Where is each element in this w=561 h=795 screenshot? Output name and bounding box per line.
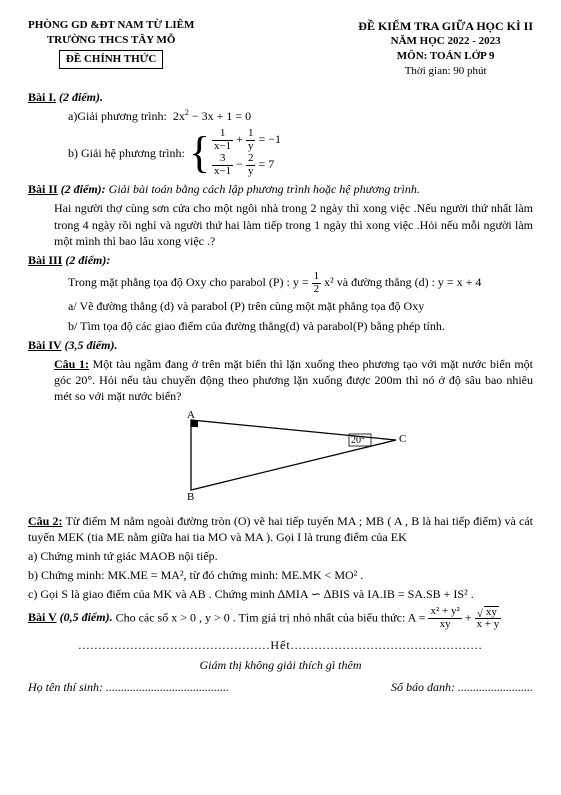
bai1-block: Bài I. (2 điểm). [28,89,533,105]
bai5-text: Cho các số x > 0 , y > 0 . Tìm giá trị n… [116,610,429,624]
rhs: = −1 [258,132,281,146]
sys-row-1: 1x−1 + 1y = −1 [212,128,281,152]
bai5-label: Bài V [28,610,57,624]
exam-title: ĐỀ KIỂM TRA GIỮA HỌC KÌ II [358,18,533,34]
invigilator-note: Giám thị không giải thích gì thêm [28,657,533,673]
triangle-figure: A B C 20° [28,410,533,504]
bai5-block: Bài V (0,5 điểm). Cho các số x > 0 , y >… [28,606,533,631]
f-n: 1 [212,128,233,141]
cau2-label: Câu 2: [28,514,63,528]
f-n: 1 [246,128,256,141]
dept-line: PHÒNG GD &ĐT NAM TỪ LIÊM [28,18,194,33]
subject-line: MÔN: TOÁN LỚP 9 [358,49,533,64]
rhs: = 7 [258,157,274,171]
f-d: x + y [475,619,502,631]
cau1-label: Câu 1: [54,357,89,371]
cau1-text: Một tàu ngầm đang ở trên mặt biển thì lặ… [54,357,533,403]
bai2-title: Bài II (2 điểm): [28,182,109,196]
bai4-pts: (3,5 điểm). [64,338,117,352]
bai2-body: Hai người thợ cùng sơn cửa cho một ngôi … [54,200,533,249]
f-d: x−1 [212,141,233,153]
bai3-l1b: x² và đường thẳng (d) : y = x + 4 [324,275,481,289]
angle-label: 20° [351,435,365,446]
fill-row: Họ tên thí sinh: .......................… [28,679,533,695]
f-d: xy [428,619,461,631]
header: PHÒNG GD &ĐT NAM TỪ LIÊM TRƯỜNG THCS TÂY… [28,18,533,79]
bai4-title: Bài IV (3,5 điểm). [28,338,117,352]
bai1-b-text: b) Giải hệ phương trình: [68,145,185,161]
year-line: NĂM HỌC 2022 - 2023 [358,34,533,49]
bai3-a: a/ Vẽ đường thẳng (d) và parabol (P) trê… [68,298,533,314]
triangle-svg: A B C 20° [151,410,411,500]
f-n: √xy [475,606,502,620]
bai4-c2: Câu 2: Từ điểm M nằm ngoài đường tròn (O… [28,513,533,545]
bai4-block: Bài IV (3,5 điểm). [28,337,533,353]
eq-pre: 2x [173,109,185,123]
bai4-c2-c: c) Gọi S là giao điểm của MK và AB . Chứ… [28,586,533,602]
bai3-block: Bài III (2 điểm): [28,252,533,268]
bai1-a: a)Giải phương trình: 2x2 − 3x + 1 = 0 [68,108,533,124]
bai3-title: Bài III (2 điểm): [28,253,110,267]
bai2-pts: (2 điểm): [61,182,106,196]
bai4-label: Bài IV [28,338,61,352]
bai3-label: Bài III [28,253,62,267]
bai5-title: Bài V (0,5 điểm). [28,610,116,624]
school-line: TRƯỜNG THCS TÂY MỖ [28,33,194,48]
bai2-desc: Giải bài toán bằng cách lập phương trình… [109,182,420,196]
bai1-b: b) Giải hệ phương trình: { 1x−1 + 1y = −… [68,127,533,178]
header-left: PHÒNG GD &ĐT NAM TỪ LIÊM TRƯỜNG THCS TÂY… [28,18,194,79]
bai1-system: { 1x−1 + 1y = −1 3x−1 − 2y = 7 [189,127,281,178]
f-n: 1 [312,271,322,284]
plus: + [465,610,475,624]
f-d: y [246,141,256,153]
student-name-field: Họ tên thí sinh: .......................… [28,679,229,695]
bai3-pts: (2 điểm): [65,253,110,267]
f-d: x−1 [212,166,233,178]
f-n: 3 [212,153,233,166]
bai4-c2-a: a) Chứng minh tứ giác MAOB nội tiếp. [28,548,533,564]
sqrt-arg: xy [484,606,499,619]
bai2-block: Bài II (2 điểm): Giải bài toán bằng cách… [28,181,533,197]
bai2-label: Bài II [28,182,58,196]
eq-mid: − 3x + 1 = 0 [189,109,251,123]
f-d: y [246,166,256,178]
f-n: x² + y² [428,606,461,619]
header-right: ĐỀ KIỂM TRA GIỮA HỌC KÌ II NĂM HỌC 2022 … [358,18,533,79]
official-box: ĐỀ CHÍNH THỨC [59,50,163,69]
bai3-b: b/ Tìm tọa độ các giao điểm của đường th… [68,318,533,334]
end-line: ........................................… [28,637,533,653]
bai3-l1a: Trong mặt phẳng tọa độ Oxy cho parabol (… [68,275,312,289]
bai1-label: Bài I. [28,90,56,104]
id-field: Số báo danh: ......................... [391,679,533,695]
sys-row-2: 3x−1 − 2y = 7 [212,153,281,177]
bai4-c2-b: b) Chứng minh: MK.ME = MA², từ đó chứng … [28,567,533,583]
f-n: 2 [246,153,256,166]
system-rows: 1x−1 + 1y = −1 3x−1 − 2y = 7 [212,127,281,178]
bai4-c1: Câu 1: Một tàu ngầm đang ở trên mặt biển… [54,356,533,405]
bai1-pts: (2 điểm). [59,90,103,104]
bai1-title: Bài I. (2 điểm). [28,90,103,104]
bai1-a-eq: 2x2 − 3x + 1 = 0 [170,109,251,123]
vertex-b: B [187,491,194,500]
bai1-a-text: a)Giải phương trình: [68,109,167,123]
bai3-line1: Trong mặt phẳng tọa độ Oxy cho parabol (… [68,271,533,295]
vertex-c: C [399,433,406,445]
vertex-a: A [187,410,195,421]
time-line: Thời gian: 90 phút [358,64,533,79]
bai5-pts: (0,5 điểm). [60,610,113,624]
cau2-text: Từ điểm M nằm ngoài đường tròn (O) vẽ ha… [28,514,533,544]
brace-icon: { [189,131,210,175]
f-d: 2 [312,284,322,296]
